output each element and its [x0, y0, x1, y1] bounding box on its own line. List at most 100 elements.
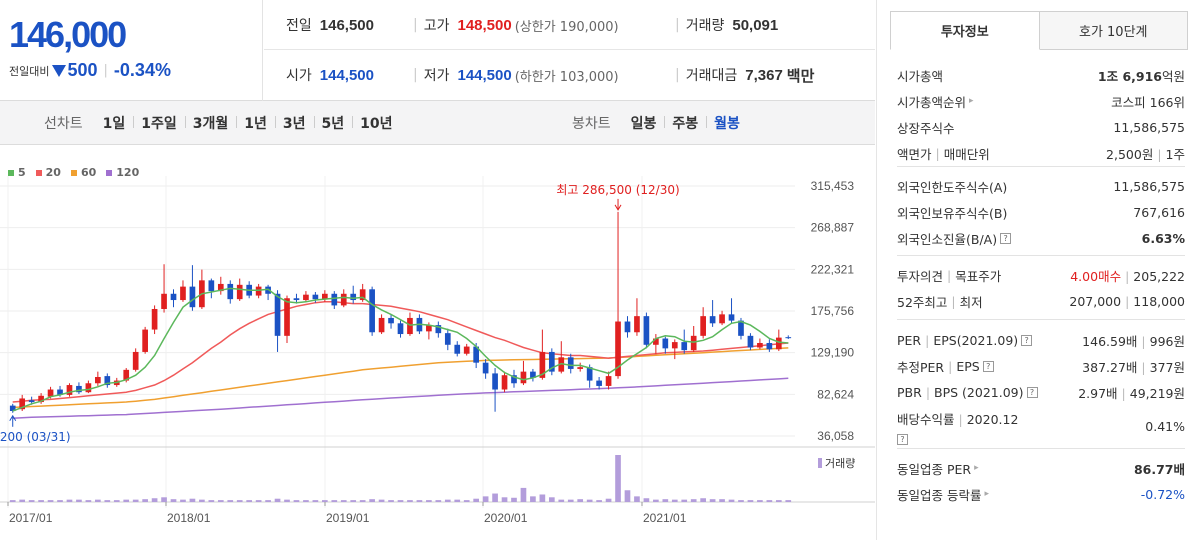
volume-bar [690, 499, 697, 502]
candle-body [170, 293, 177, 301]
volume-bar [180, 499, 186, 502]
tab-invest-info[interactable]: 투자정보 [890, 11, 1040, 50]
market-cap-rank-row: 시가총액순위 ▸ 코스피 166위 [897, 94, 1185, 110]
volume-bar [681, 499, 688, 502]
candle-body [681, 342, 688, 351]
candle-body [567, 357, 574, 369]
volume-bar [662, 499, 669, 502]
volume-bar [634, 496, 640, 502]
industry-section: 동일업종 PER ▸ 86.77배 동일업종 등락률 ▸ -0.72% [897, 455, 1185, 507]
volume-bar [577, 499, 584, 502]
period-1w[interactable]: 1주일 [133, 113, 185, 133]
candle-body [293, 298, 300, 301]
est-per-row: 추정PER | EPS? 387.27배 | 377원 [897, 358, 1185, 375]
52w-row: 52주최고 | 최저 207,000 | 118,000 [897, 293, 1185, 310]
high-annotation: 최고 286,500 (12/30) [556, 183, 679, 197]
per-row: PER | EPS(2021.09)? 146.59배 | 996원 [897, 332, 1185, 349]
volume-bar [747, 500, 754, 502]
candle-body [350, 293, 357, 301]
volume-bar [397, 500, 404, 502]
period-5y[interactable]: 5년 [313, 113, 353, 133]
period-1y[interactable]: 1년 [236, 113, 275, 133]
candle-body [378, 317, 385, 333]
volume-bar [161, 497, 167, 502]
high-price: | 고가 148,500 (상한가 190,000) [413, 16, 619, 35]
current-price: 146,000 [9, 14, 127, 55]
market-cap-section: 시가총액 1조 6,916억원 시가총액순위 ▸ 코스피 166위 상장주식수 1… [897, 62, 1185, 166]
volume-bar [444, 499, 451, 502]
candle-daily[interactable]: 일봉 [630, 116, 657, 132]
candle-body [643, 316, 650, 345]
volume-bar [775, 500, 782, 502]
candle-body [359, 289, 366, 301]
tab-orderbook[interactable]: 호가 10단계 [1039, 11, 1188, 50]
volume-bar [85, 500, 92, 502]
volume-bar [142, 499, 148, 502]
valuation-section: PER | EPS(2021.09)? 146.59배 | 996원 추정PER | EPS… [897, 327, 1185, 449]
candle-body [728, 314, 735, 321]
candle-body [662, 338, 669, 349]
candle-body [690, 335, 697, 351]
volume-bar [255, 500, 262, 502]
par-lot-row: 액면가 | 매매단위 2,500원 | 1주 [897, 145, 1185, 162]
chevron-right-icon: ▸ [984, 489, 990, 499]
volume-bar [757, 500, 763, 502]
candle-monthly[interactable]: 월봉 [706, 113, 748, 133]
volume-bar [359, 500, 366, 502]
candle-body [671, 342, 678, 349]
period-10y[interactable]: 10년 [352, 113, 400, 133]
volume-bar [653, 499, 659, 502]
volume-bar [340, 500, 347, 502]
help-icon[interactable]: ? [1026, 386, 1038, 398]
candle-body [530, 371, 536, 378]
candle-weekly[interactable]: 주봉 [664, 113, 706, 133]
candle-body [274, 293, 281, 336]
low-arrow-head [9, 414, 17, 422]
candle-body [548, 351, 555, 372]
volume-legend-swatch [818, 458, 822, 468]
candle-body [615, 321, 621, 377]
foreign-hold-row: 외국인보유주식수(B) 767,616 [897, 204, 1185, 221]
volume-bar [643, 498, 650, 502]
candle-body [388, 317, 394, 324]
candle-body [180, 286, 186, 301]
candle-body [407, 317, 413, 335]
industry-per-row: 동일업종 PER ▸ 86.77배 [897, 461, 1185, 477]
candle-body [605, 376, 612, 386]
volume: | 거래량 50,091 [675, 16, 779, 35]
help-icon[interactable]: ? [982, 360, 994, 372]
volume-bar [624, 490, 631, 502]
change-amount: 500 [67, 60, 98, 80]
candle-body [492, 373, 498, 390]
volume-bar [151, 498, 158, 502]
help-icon[interactable]: ? [897, 434, 908, 445]
volume-bar [785, 500, 792, 502]
y-tick-label: 222,321 [811, 262, 855, 276]
candle-body [558, 357, 565, 372]
candle-body [57, 389, 63, 395]
candle-body [511, 375, 517, 384]
volume-bar [530, 496, 536, 502]
volume-bar [671, 499, 678, 502]
volume-bar [38, 500, 44, 502]
dividend-row: 배당수익률 | 2020.12 ? 0.41% [897, 412, 1185, 445]
candle-body [444, 333, 451, 345]
stock-chart[interactable]: 5 20 60 120 315,453 268,887 222,321 175,756… [0, 146, 875, 540]
volume-bar [95, 499, 101, 502]
open-price: 시가 144,500 [286, 66, 374, 85]
help-icon[interactable]: ? [1021, 334, 1033, 346]
volume-bar [738, 500, 744, 502]
help-icon[interactable]: ? [1000, 232, 1012, 244]
period-3m[interactable]: 3개월 [184, 113, 237, 133]
candle-body [473, 346, 479, 363]
candle-body [539, 351, 546, 378]
legend-ma5: 5 [8, 166, 26, 179]
price-change: 전일대비 500 | -0.34% [9, 60, 171, 80]
volume-bar [123, 499, 130, 502]
period-3y[interactable]: 3년 [274, 113, 314, 133]
chevron-right-icon: ▸ [974, 463, 979, 473]
period-1d[interactable]: 1일 [102, 116, 126, 132]
candle-body [747, 335, 754, 348]
candle-body [151, 308, 158, 330]
down-triangle-icon [52, 64, 67, 77]
